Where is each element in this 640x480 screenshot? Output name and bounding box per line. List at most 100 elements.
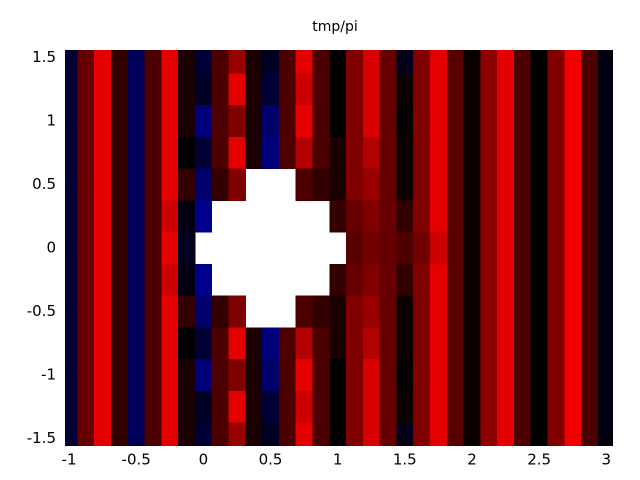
heat-cell — [161, 73, 179, 106]
heat-cell — [211, 105, 230, 138]
heat-cell — [94, 105, 112, 138]
heat-cell — [346, 105, 364, 138]
heat-cell — [65, 232, 78, 265]
heat-cell — [144, 295, 162, 328]
heat-cell — [178, 327, 196, 360]
heat-cell — [94, 200, 112, 233]
heat-cell — [379, 168, 397, 201]
heat-cell — [581, 263, 599, 297]
heat-cell — [65, 295, 78, 328]
heat-cell — [429, 50, 448, 74]
heat-cell — [429, 263, 448, 297]
heat-cell — [480, 73, 498, 106]
heat-cell — [295, 390, 313, 424]
heat-cell — [497, 327, 515, 360]
heat-cell — [379, 263, 397, 297]
heat-cell — [245, 73, 263, 106]
heat-cell — [161, 168, 179, 201]
heat-cell — [581, 200, 599, 233]
heat-cell — [178, 232, 196, 265]
heat-cell — [413, 327, 431, 360]
heat-cell — [211, 359, 230, 392]
heat-cell — [396, 263, 414, 297]
heat-cell — [513, 327, 532, 360]
heat-cell — [547, 295, 565, 328]
heat-cell — [346, 295, 364, 328]
heat-cell — [530, 263, 549, 297]
heat-cell — [396, 232, 414, 265]
heat-cell — [396, 50, 414, 74]
heat-cell — [346, 136, 364, 170]
heat-cell — [211, 136, 230, 170]
heat-cell — [295, 73, 313, 106]
heat-cell — [362, 327, 381, 360]
heat-cell — [144, 422, 162, 446]
x-tick-label: 0 — [199, 451, 209, 469]
heat-cell — [413, 295, 431, 328]
heat-cell — [178, 295, 196, 328]
heat-cell — [597, 359, 613, 392]
heat-cell — [178, 73, 196, 106]
y-tick-label: 0 — [46, 239, 56, 257]
heat-cell — [77, 295, 95, 328]
heat-cell — [228, 105, 246, 138]
heat-cell — [127, 422, 146, 446]
heat-cell — [497, 422, 515, 446]
heat-cell — [530, 73, 549, 106]
heat-cell — [480, 295, 498, 328]
heat-cell — [581, 50, 599, 74]
heat-cell — [228, 327, 246, 360]
heat-cell — [127, 295, 146, 328]
heat-cell — [597, 200, 613, 233]
heat-cell — [480, 422, 498, 446]
heat-cell — [429, 168, 448, 201]
heat-cell — [312, 295, 330, 328]
heat-cell — [379, 422, 397, 446]
heat-cell — [429, 200, 448, 233]
heat-cell — [564, 295, 582, 328]
heat-cell — [429, 136, 448, 170]
heat-cell — [597, 295, 613, 328]
heat-cell — [127, 168, 146, 201]
heat-cell — [379, 50, 397, 74]
heat-cell — [194, 295, 213, 328]
heat-cell — [564, 73, 582, 106]
heat-cell — [564, 263, 582, 297]
heat-cell — [446, 327, 465, 360]
heatmap — [65, 50, 613, 446]
heat-cell — [211, 73, 230, 106]
heat-cell — [581, 105, 599, 138]
heat-cell — [446, 200, 465, 233]
heat-cell — [65, 390, 78, 424]
heat-cell — [429, 232, 448, 265]
heat-cell — [581, 422, 599, 446]
heat-cell — [111, 295, 129, 328]
heat-cell — [513, 105, 532, 138]
heat-cell — [446, 73, 465, 106]
heat-cell — [379, 73, 397, 106]
heat-cell — [379, 200, 397, 233]
heat-cell — [161, 50, 179, 74]
heat-cell — [547, 232, 565, 265]
heat-cell — [513, 232, 532, 265]
heat-cell — [547, 105, 565, 138]
heat-cell — [262, 73, 280, 106]
y-tick-label: -1 — [41, 365, 56, 383]
heat-cell — [413, 73, 431, 106]
heat-cell — [77, 50, 95, 74]
heat-cell — [497, 200, 515, 233]
heat-cell — [379, 232, 397, 265]
heat-cell — [396, 422, 414, 446]
heat-cell — [127, 390, 146, 424]
heat-cell — [65, 327, 78, 360]
heat-cell — [446, 168, 465, 201]
heat-cell — [94, 50, 112, 74]
heat-cell — [194, 422, 213, 446]
heat-cell — [564, 359, 582, 392]
heat-cell — [581, 390, 599, 424]
heat-cell — [429, 295, 448, 328]
heat-cell — [94, 232, 112, 265]
heat-cell — [597, 390, 613, 424]
heat-cell — [65, 50, 78, 74]
heat-cell — [463, 168, 481, 201]
